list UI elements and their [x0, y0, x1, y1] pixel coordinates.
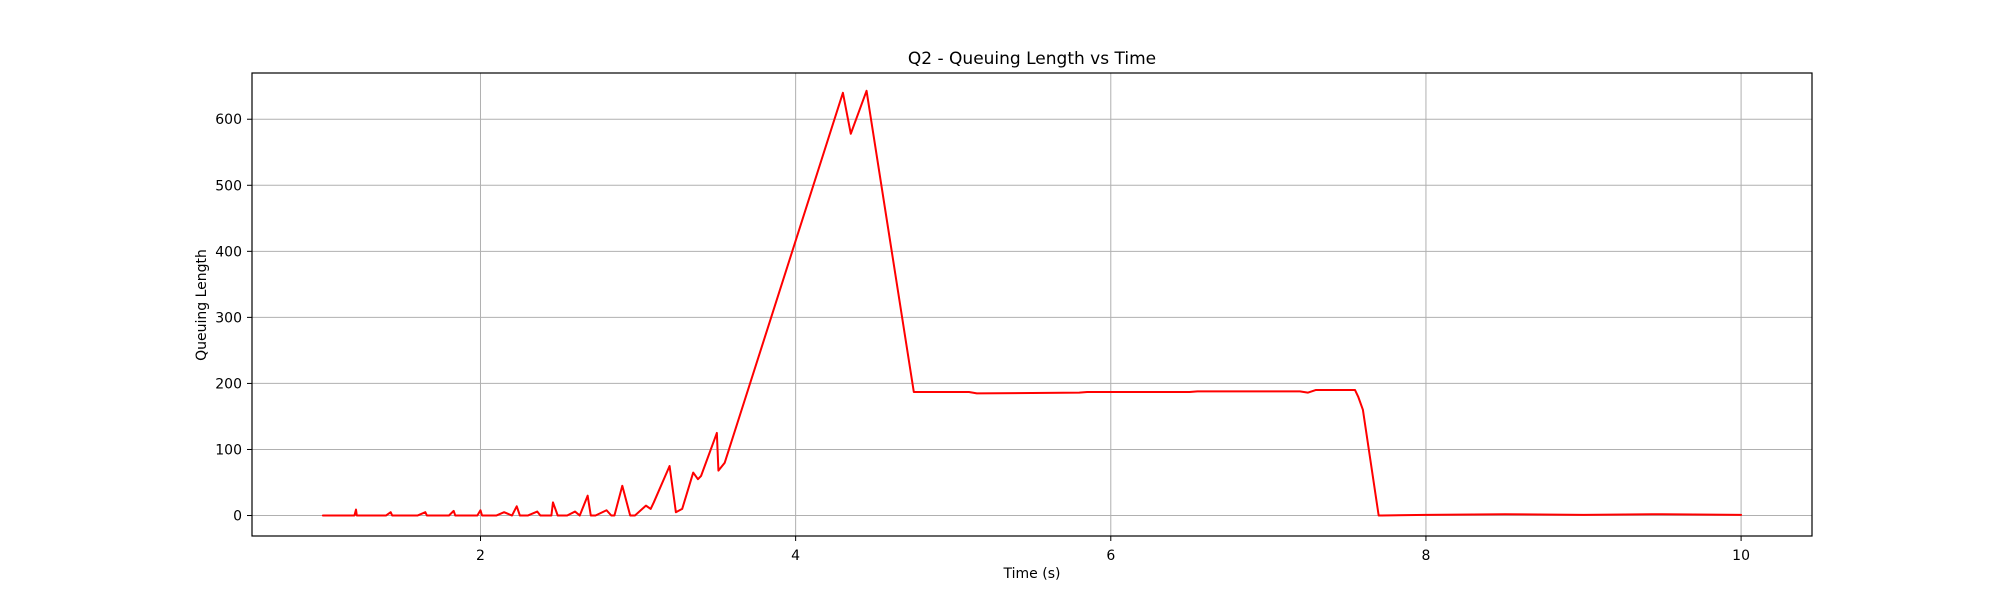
y-tick-label: 500 [215, 178, 242, 194]
gridlines [252, 73, 1812, 536]
plot-frame [251, 72, 1813, 537]
x-tick-label: 6 [1106, 548, 1115, 564]
data-series [321, 89, 1743, 517]
x-tick-label: 8 [1421, 548, 1430, 564]
x-tick-label: 10 [1732, 548, 1750, 564]
y-tick-label: 0 [233, 509, 242, 525]
y-tick-label: 400 [215, 244, 242, 260]
x-tick-label: 2 [476, 548, 485, 564]
y-tick-label: 200 [215, 376, 242, 392]
y-tick-label: 100 [215, 442, 242, 458]
queue-length-series-line [321, 89, 1743, 517]
chart-title: Q2 - Queuing Length vs Time [908, 49, 1156, 69]
y-tick-label: 300 [215, 310, 242, 326]
y-tick-label: 600 [215, 112, 242, 128]
x-tick-label: 4 [791, 548, 800, 564]
y-axis-label: Queuing Length [194, 249, 210, 361]
x-axis-label: Time (s) [1003, 566, 1061, 582]
